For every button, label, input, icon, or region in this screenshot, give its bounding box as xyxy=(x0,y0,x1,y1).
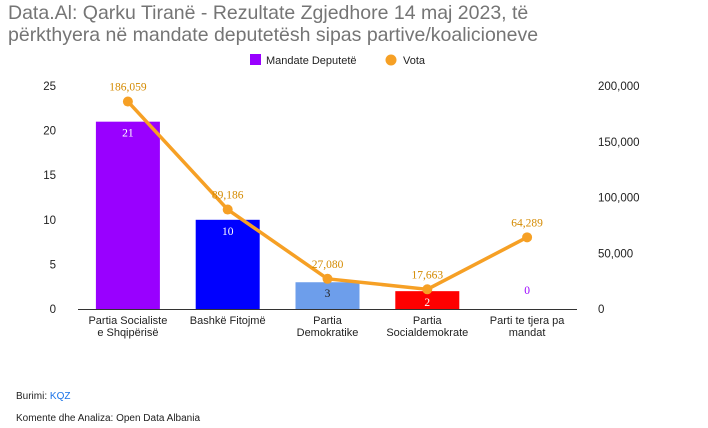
bar-data-label: 21 xyxy=(122,128,134,140)
y-right-tick-label: 50,000 xyxy=(598,248,633,260)
comments-line: Komente dhe Analiza: Open Data Albania xyxy=(16,413,201,424)
x-category-label: e Shqipërisë xyxy=(97,327,158,339)
line-point-vota xyxy=(422,284,433,295)
chart-title: Data.Al: Qarku Tiranë - Rezultate Zgjedh… xyxy=(8,2,698,46)
bar-data-label: 0 xyxy=(524,285,530,297)
source-line: Burimi: KQZ xyxy=(16,391,70,402)
bar-mandate xyxy=(195,219,260,309)
bar-mandate xyxy=(95,121,160,310)
legend-label-mandate: Mandate Deputetë xyxy=(266,55,357,67)
y-right-tick-label: 0 xyxy=(598,304,604,316)
chart-title-line-2: përkthyera në mandate deputetësh sipas p… xyxy=(8,24,539,46)
bar-mandate xyxy=(295,282,360,309)
y-right-tick-label: 150,000 xyxy=(598,137,640,149)
line-data-label: 64,289 xyxy=(511,217,543,229)
line-data-label: 186,059 xyxy=(109,82,147,94)
line-point-vota xyxy=(122,96,133,107)
legend-label-vota: Vota xyxy=(403,55,426,67)
line-data-label: 17,663 xyxy=(411,269,443,281)
line-point-vota xyxy=(522,232,533,243)
source-label: Burimi: xyxy=(16,391,48,402)
y-left-tick-label: 15 xyxy=(43,170,56,182)
x-category-label: Partia xyxy=(313,315,343,327)
legend-swatch-mandate xyxy=(250,54,261,65)
y-left-tick-label: 10 xyxy=(43,215,56,227)
x-category-label: mandat xyxy=(509,327,546,339)
y-left-tick-label: 20 xyxy=(43,126,56,138)
bar-mandate xyxy=(395,291,460,309)
line-data-label: 89,186 xyxy=(212,190,244,202)
line-data-label: 27,080 xyxy=(312,259,344,271)
x-category-label: Demokratike xyxy=(297,327,359,339)
chart-title-line-1: Data.Al: Qarku Tiranë - Rezultate Zgjedh… xyxy=(8,2,529,24)
y-right-tick-label: 200,000 xyxy=(598,81,640,93)
y-right-tick-label: 100,000 xyxy=(598,193,640,205)
x-category-label: Bashkë Fitojmë xyxy=(190,315,266,327)
y-left-tick-label: 0 xyxy=(50,304,56,316)
line-point-vota xyxy=(322,273,333,284)
x-category-label: Partia Socialiste xyxy=(88,315,167,327)
bar-data-label: 3 xyxy=(325,288,331,300)
legend-swatch-vota xyxy=(385,54,397,66)
line-point-vota xyxy=(222,204,233,215)
y-left-tick-label: 25 xyxy=(43,81,56,93)
bar-data-label: 2 xyxy=(424,297,430,309)
x-category-label: Partia xyxy=(413,315,443,327)
chart-canvas: Mandate Deputetë Vota0510152025050,000100… xyxy=(43,54,640,339)
bar-data-label: 10 xyxy=(222,226,234,238)
x-category-label: Socialdemokrate xyxy=(386,327,468,339)
x-category-label: Parti te tjera pa xyxy=(490,315,565,327)
y-left-tick-label: 5 xyxy=(50,259,56,271)
source-link[interactable]: KQZ xyxy=(49,391,71,402)
